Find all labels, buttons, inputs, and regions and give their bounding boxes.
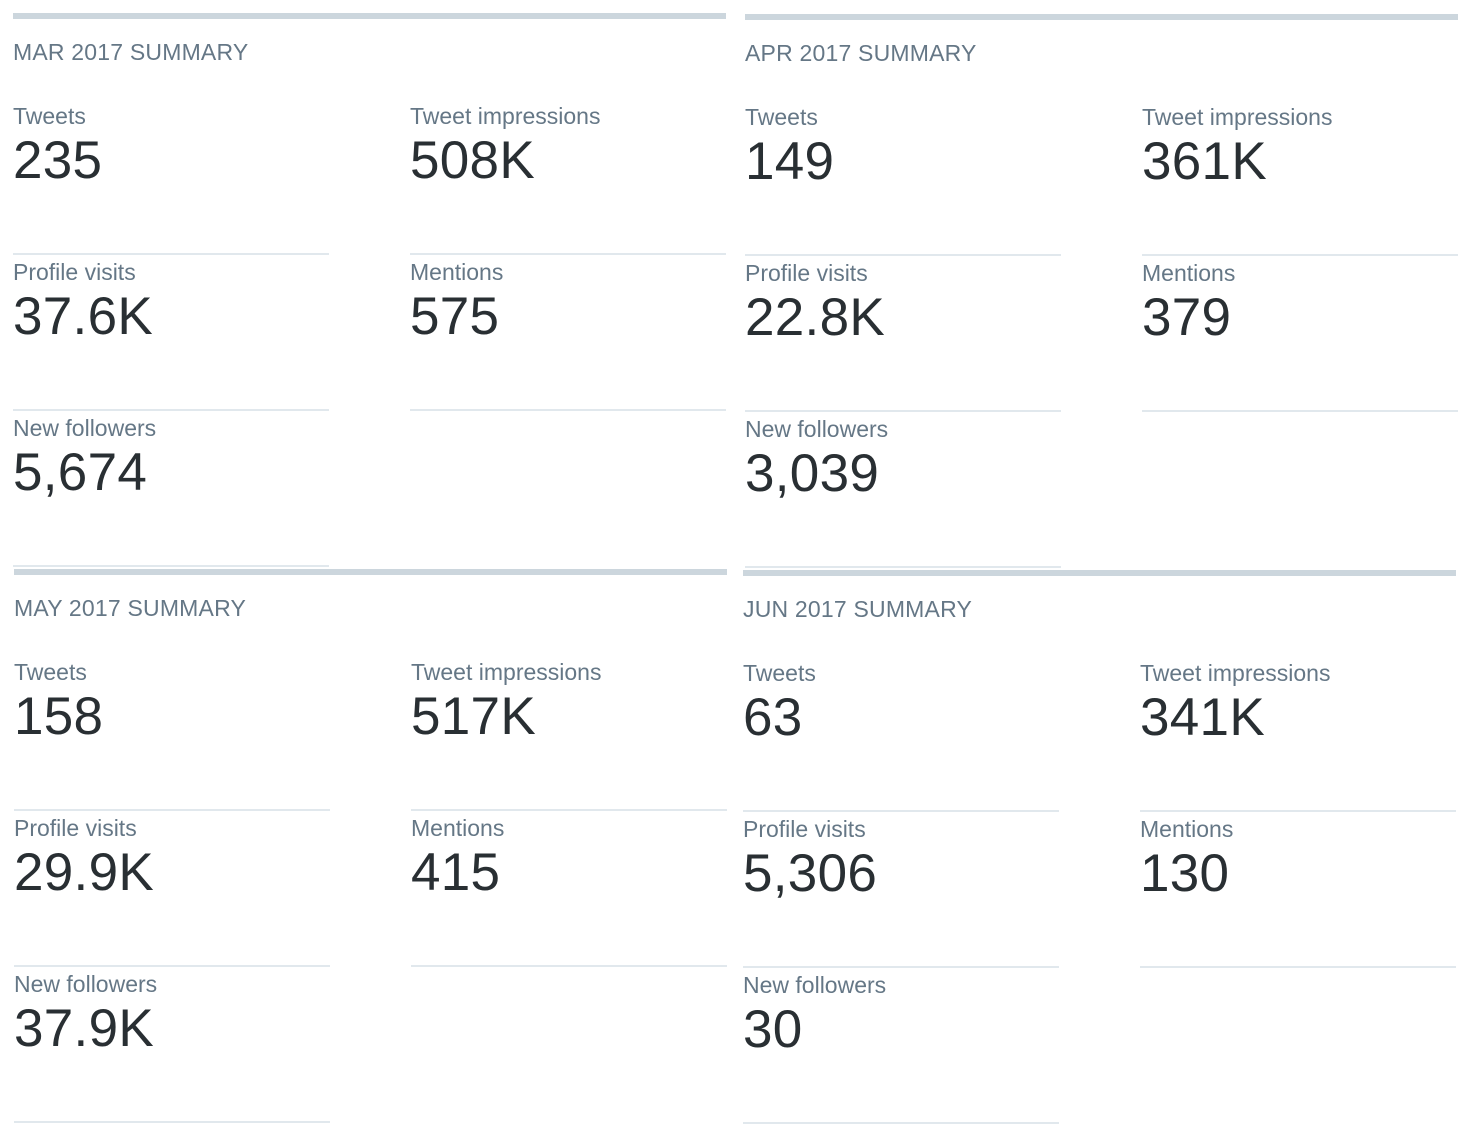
metric-tweet-impressions: Tweet impressions 517K: [411, 655, 727, 811]
summary-title: MAR 2017 SUMMARY: [13, 39, 249, 65]
metric-value: 149: [745, 132, 835, 191]
metric-mentions: Mentions 415: [411, 811, 727, 967]
metric-tweet-impressions: Tweet impressions 361K: [1142, 100, 1458, 256]
metric-label: Tweets: [745, 104, 818, 130]
metric-value: 379: [1142, 288, 1232, 347]
metric-value: 361K: [1142, 132, 1267, 191]
metric-tweets: Tweets 158: [14, 655, 330, 811]
metric-label: New followers: [743, 972, 887, 998]
metric-mentions: Mentions 130: [1140, 812, 1456, 968]
summary-panel-apr-2017: APR 2017 SUMMARY Tweets 149 Tweet impres…: [745, 14, 1458, 568]
metric-label: Tweet impressions: [1142, 104, 1333, 130]
summary-title: MAY 2017 SUMMARY: [14, 595, 247, 621]
metric-value: 158: [14, 687, 104, 746]
metric-label: Profile visits: [13, 259, 136, 285]
metric-label: Tweet impressions: [1140, 660, 1331, 686]
metric-new-followers: New followers 30: [743, 968, 1059, 1124]
metric-label: Mentions: [1140, 816, 1234, 842]
metric-value: 341K: [1140, 688, 1265, 747]
metric-profile-visits: Profile visits 5,306: [743, 812, 1059, 968]
metric-label: New followers: [745, 416, 889, 442]
metric-value: 235: [13, 131, 103, 190]
metric-label: Mentions: [410, 259, 504, 285]
metric-value: 415: [411, 843, 501, 902]
metric-value: 5,674: [13, 443, 148, 502]
metric-value: 22.8K: [745, 288, 886, 347]
metric-label: Tweets: [14, 659, 87, 685]
metric-tweet-impressions: Tweet impressions 508K: [410, 99, 726, 255]
metric-profile-visits: Profile visits 37.6K: [13, 255, 329, 411]
metric-value: 37.9K: [14, 999, 155, 1058]
metric-value: 575: [410, 287, 500, 346]
metric-value: 30: [743, 1000, 803, 1059]
summary-panel-mar-2017: MAR 2017 SUMMARY Tweets 235 Tweet impres…: [13, 13, 726, 567]
metric-label: Tweet impressions: [410, 103, 601, 129]
metric-mentions: Mentions 575: [410, 255, 726, 411]
metric-tweets: Tweets 235: [13, 99, 329, 255]
metric-label: Profile visits: [14, 815, 137, 841]
metric-value: 517K: [411, 687, 536, 746]
metric-value: 37.6K: [13, 287, 154, 346]
metric-label: Tweets: [743, 660, 816, 686]
metric-label: New followers: [14, 971, 158, 997]
metric-value: 5,306: [743, 844, 878, 903]
metric-value: 508K: [410, 131, 535, 190]
metric-value: 63: [743, 688, 803, 747]
metric-value: 29.9K: [14, 843, 155, 902]
metric-tweets: Tweets 149: [745, 100, 1061, 256]
metric-label: Profile visits: [745, 260, 868, 286]
metric-label: Mentions: [411, 815, 505, 841]
metric-profile-visits: Profile visits 29.9K: [14, 811, 330, 967]
metric-value: 3,039: [745, 444, 880, 503]
metric-new-followers: New followers 5,674: [13, 411, 329, 567]
metric-value: 130: [1140, 844, 1230, 903]
metric-new-followers: New followers 3,039: [745, 412, 1061, 568]
metric-label: New followers: [13, 415, 157, 441]
metric-label: Tweet impressions: [411, 659, 602, 685]
summary-panel-jun-2017: JUN 2017 SUMMARY Tweets 63 Tweet impress…: [743, 570, 1456, 1124]
summary-title: APR 2017 SUMMARY: [745, 40, 977, 66]
metric-label: Tweets: [13, 103, 86, 129]
metric-label: Profile visits: [743, 816, 866, 842]
metric-tweet-impressions: Tweet impressions 341K: [1140, 656, 1456, 812]
metric-new-followers: New followers 37.9K: [14, 967, 330, 1123]
metric-label: Mentions: [1142, 260, 1236, 286]
summary-panel-may-2017: MAY 2017 SUMMARY Tweets 158 Tweet impres…: [14, 569, 727, 1123]
metric-tweets: Tweets 63: [743, 656, 1059, 812]
metric-profile-visits: Profile visits 22.8K: [745, 256, 1061, 412]
metric-mentions: Mentions 379: [1142, 256, 1458, 412]
summary-title: JUN 2017 SUMMARY: [743, 596, 973, 622]
